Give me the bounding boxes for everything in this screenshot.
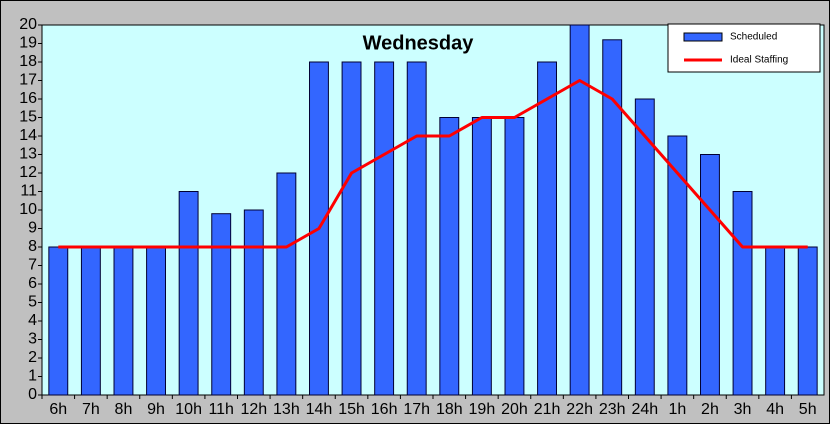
bar (602, 39, 623, 396)
x-tick-label: 11h (208, 401, 234, 418)
bar (80, 246, 101, 396)
y-tick-label: 6 (28, 275, 37, 292)
chart-title: Wednesday (363, 32, 475, 54)
x-tick-label: 15h (338, 401, 365, 418)
x-tick-label: 17h (403, 401, 430, 418)
legend-label: Ideal Staffing (730, 55, 788, 66)
y-tick-label: 20 (19, 16, 37, 33)
x-tick-label: 5h (799, 401, 817, 418)
x-tick-label: 3h (734, 401, 752, 418)
y-tick-label: 4 (28, 312, 37, 329)
bar (211, 213, 232, 396)
y-tick-label: 9 (28, 220, 37, 237)
bar (504, 117, 525, 396)
x-tick-label: 18h (436, 401, 463, 418)
bar (797, 246, 818, 396)
y-tick-label: 12 (19, 164, 37, 181)
y-tick-label: 14 (19, 127, 37, 144)
y-tick-label: 10 (19, 201, 37, 218)
bar (569, 24, 590, 396)
y-tick-label: 17 (19, 72, 37, 89)
line (58, 79, 808, 249)
x-tick-label: 1h (668, 401, 686, 418)
bar (146, 246, 166, 396)
bar (243, 209, 264, 396)
plot-area (41, 24, 825, 396)
bar (471, 117, 492, 396)
x-tick-label: 22h (566, 401, 593, 418)
legend-swatch (683, 32, 723, 42)
x-tick-label: 24h (631, 401, 658, 418)
y-tick-label: 13 (19, 146, 37, 163)
bar (700, 154, 720, 396)
x-tick-label: 8h (115, 401, 133, 418)
x-tick-label: 21h (534, 401, 561, 418)
y-tick-label: 19 (19, 35, 37, 52)
x-tick-label: 6h (49, 401, 67, 418)
x-tick-label: 2h (701, 401, 719, 418)
y-tick-label: 0 (28, 386, 37, 403)
bar (406, 61, 427, 396)
y-tick-label: 18 (19, 53, 37, 70)
x-tick-label: 10h (175, 401, 202, 418)
x-tick-label: 23h (599, 401, 626, 418)
x-tick-label: 20h (501, 401, 528, 418)
bar (634, 98, 655, 396)
x-tick-label: 14h (306, 401, 333, 418)
y-tick-label: 11 (20, 183, 37, 200)
x-tick-label: 12h (240, 401, 267, 418)
y-tick-label: 8 (28, 238, 37, 255)
legend-label: Scheduled (730, 32, 777, 43)
bar (374, 61, 395, 396)
legend-box (667, 23, 821, 73)
x-tick-label: 9h (147, 401, 165, 418)
bar (113, 246, 134, 396)
bar (341, 61, 362, 396)
x-tick-label: 7h (82, 401, 100, 418)
x-tick-label: 13h (273, 401, 300, 418)
bar (765, 246, 786, 396)
y-tick-label: 16 (19, 90, 37, 107)
y-tick-label: 2 (28, 349, 37, 366)
x-tick-label: 19h (469, 401, 496, 418)
y-tick-label: 15 (19, 109, 37, 126)
bar (537, 61, 557, 396)
y-tick-label: 5 (28, 294, 37, 311)
y-tick-label: 3 (28, 331, 37, 348)
bar (732, 191, 753, 396)
bar (276, 172, 297, 396)
bar (667, 135, 688, 396)
y-tick-label: 7 (28, 257, 37, 274)
bar (178, 191, 199, 396)
x-tick-label: 16h (371, 401, 398, 418)
bar (439, 117, 460, 396)
bar (48, 246, 69, 396)
x-tick-label: 4h (766, 401, 784, 418)
y-tick-label: 1 (28, 368, 37, 385)
